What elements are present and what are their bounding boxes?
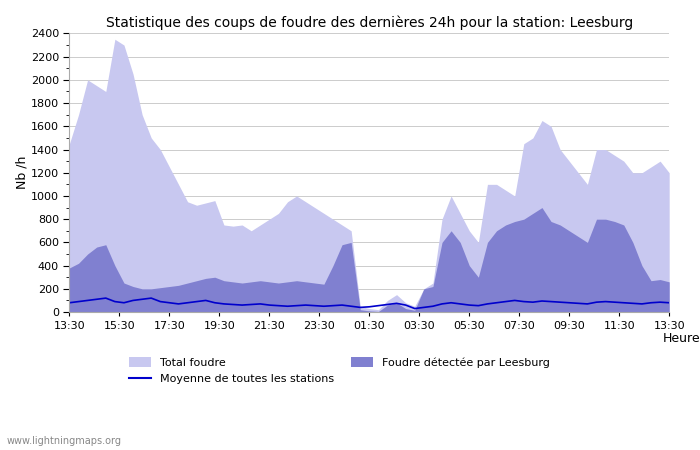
- X-axis label: Heure: Heure: [662, 332, 700, 345]
- Title: Statistique des coups de foudre des dernières 24h pour la station: Leesburg: Statistique des coups de foudre des dern…: [106, 15, 633, 30]
- Legend: Total foudre, Moyenne de toutes les stations, Foudre détectée par Leesburg: Total foudre, Moyenne de toutes les stat…: [129, 357, 550, 384]
- Text: www.lightningmaps.org: www.lightningmaps.org: [7, 436, 122, 446]
- Y-axis label: Nb /h: Nb /h: [15, 156, 28, 189]
